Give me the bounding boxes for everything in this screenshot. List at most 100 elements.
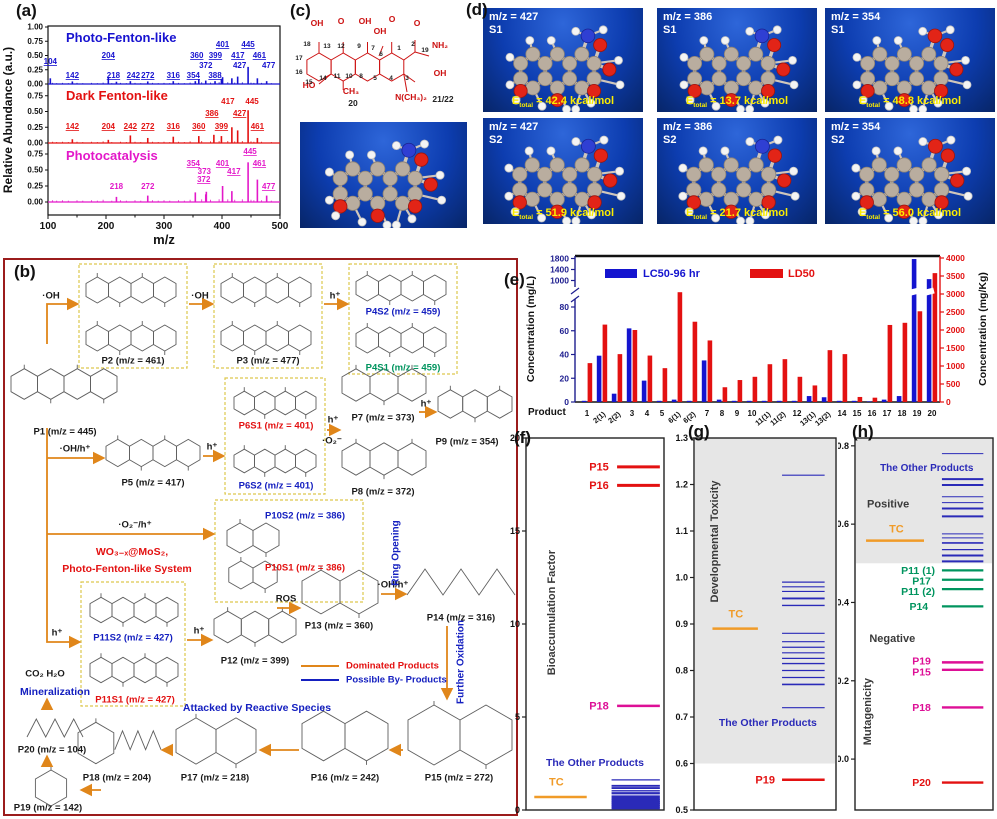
svg-text:0.4: 0.4 xyxy=(838,597,849,607)
structure-sketch xyxy=(89,653,179,687)
svg-text:0: 0 xyxy=(515,805,520,815)
peak-label: 477 xyxy=(262,61,276,70)
bar-ld50 xyxy=(902,322,908,402)
svg-text:0.0: 0.0 xyxy=(838,754,849,764)
pathway-label: ·OH xyxy=(191,290,209,302)
level-label: P11 (2) xyxy=(901,586,935,598)
level-label: Bioaccumulation Factor xyxy=(546,549,558,675)
svg-text:5: 5 xyxy=(515,712,520,722)
model-panel-1: m/z = 427 S1 Etotal = 42.4 kcal/mol xyxy=(483,8,643,112)
energy-label: Etotal = 56.0 kcal/mol xyxy=(858,206,962,221)
bar-ld50 xyxy=(797,376,803,402)
spectrum-1: 401 445 360 399 417 461 204 104 372 427 477 142 218 2… xyxy=(44,30,280,85)
substituent-label: OH xyxy=(311,18,324,28)
structure-sketch xyxy=(85,321,177,355)
peak-label: 445 xyxy=(241,40,255,49)
svg-text:3500: 3500 xyxy=(946,271,965,281)
pathway-label: ·O₂⁻/h⁺ xyxy=(118,519,152,531)
pathway-label: h⁺ xyxy=(193,625,205,637)
spectrum-title: Photocatalysis xyxy=(66,148,158,163)
svg-text:1000: 1000 xyxy=(946,361,965,371)
bar-ld50 xyxy=(932,273,938,402)
level-label: P14 xyxy=(909,601,928,613)
atom-number: 10 xyxy=(345,73,353,80)
pathway-label: P5 (m/z = 417) xyxy=(121,477,185,489)
svg-text:10: 10 xyxy=(510,619,520,629)
peak-label: 204 xyxy=(102,51,116,60)
atom-number: 1 xyxy=(397,45,401,52)
pathway-label: Attacked by Reactive Species xyxy=(182,702,332,714)
peak-label: 360 xyxy=(190,51,204,60)
svg-text:0.50: 0.50 xyxy=(27,166,43,175)
substituent-label: OH xyxy=(434,68,447,78)
molecule-model xyxy=(504,135,626,224)
x-category-label: 11(2) xyxy=(768,409,787,427)
pathway-label: P10S1 (m/z = 386) xyxy=(264,562,346,574)
structure-sketch xyxy=(341,438,427,480)
pathway-label: P10S2 (m/z = 386) xyxy=(264,510,346,522)
developmental-toxicity-plot: 0.5 0.6 0.7 0.8 0.9 1.0 1.1 1.2 1.3 Developmental… xyxy=(675,433,837,815)
structure-sketch xyxy=(220,273,312,307)
peak-label: 242 xyxy=(124,122,138,131)
peak-label: 401 xyxy=(216,159,230,168)
pathway-arrow xyxy=(46,297,80,344)
pathway-label: P2 (m/z = 461) xyxy=(101,355,165,367)
peak-label: 316 xyxy=(167,122,181,131)
pathway-label: P7 (m/z = 373) xyxy=(351,412,415,424)
peak-label: 388 xyxy=(208,71,222,80)
panel-h-mutagenicity: 0.0 0.2 0.4 0.6 0.8 The Other Products Positiv… xyxy=(838,430,997,819)
pathway-label: P8 (m/z = 372) xyxy=(351,486,415,498)
bar-lc50 xyxy=(641,380,647,402)
structure-sketch xyxy=(407,700,513,770)
svg-text:0: 0 xyxy=(564,397,569,407)
pathway-label: P11S1 (m/z = 427) xyxy=(95,694,175,706)
mz-label: m/z = 354 xyxy=(831,121,881,133)
molecule-model-image xyxy=(324,139,447,228)
byproduct-box xyxy=(78,263,188,369)
bar-lc50 xyxy=(611,393,617,402)
svg-text:20: 20 xyxy=(560,373,570,383)
skeleton xyxy=(306,40,430,93)
x-category-label: 18 xyxy=(898,409,907,418)
pathway-label: P17 (m/z = 218) xyxy=(180,772,250,784)
atom-number: 7 xyxy=(371,45,375,52)
level-label: The Other Products xyxy=(546,757,644,769)
peak-label: 142 xyxy=(66,122,80,131)
structure-id-label: S1 xyxy=(489,24,503,36)
atom-number: 15 xyxy=(305,79,313,86)
byproduct-box xyxy=(213,263,323,369)
structure-id-label: S2 xyxy=(831,134,845,146)
svg-text:1800: 1800 xyxy=(550,254,569,264)
atom-number: 11 xyxy=(334,73,341,80)
pathway-label: ·O₂⁻ xyxy=(322,435,342,447)
svg-text:0.5: 0.5 xyxy=(675,805,688,815)
bar-ld50 xyxy=(617,354,623,402)
peak-label: 399 xyxy=(215,122,229,131)
pathway-label: Mineralization xyxy=(19,686,91,698)
x-category-label: 7 xyxy=(705,409,710,418)
bar-ld50 xyxy=(752,376,758,402)
legend-label-lc50: LC50-96 hr xyxy=(643,268,701,280)
structure-sketch xyxy=(301,566,379,618)
bar-lc50 xyxy=(776,400,782,402)
bar-ld50 xyxy=(602,324,608,402)
svg-text:1000: 1000 xyxy=(550,276,569,286)
svg-text:100: 100 xyxy=(40,221,57,232)
pathway-label: Ring Opening xyxy=(390,520,402,586)
svg-text:1400: 1400 xyxy=(550,265,569,275)
pathway-label: P4S2 (m/z = 459) xyxy=(365,306,441,318)
level-label: Negative xyxy=(869,633,915,645)
level-label: P17 xyxy=(912,575,931,587)
svg-text:0.00: 0.00 xyxy=(27,80,43,89)
structure-id-label: S1 xyxy=(831,24,845,36)
svg-text:1.00: 1.00 xyxy=(27,23,43,32)
panel-a-mass-spectra: 401 445 360 399 417 461 204 104 372 427 477 142 218 2… xyxy=(0,0,290,250)
atom-number: 4 xyxy=(389,75,393,82)
bar-lc50 xyxy=(581,400,587,402)
bar-lc50 xyxy=(806,396,812,402)
pathway-label: h⁺ xyxy=(420,398,432,410)
mz-label: m/z = 354 xyxy=(831,11,881,23)
pathway-label: h⁺ xyxy=(51,627,63,639)
x-axis-title: Product xyxy=(528,407,566,418)
panel-b-pathway: ·OH ·OH h⁺ P2 (m/z = 461) P3 (m/z = 477) P4S2… xyxy=(3,258,518,816)
